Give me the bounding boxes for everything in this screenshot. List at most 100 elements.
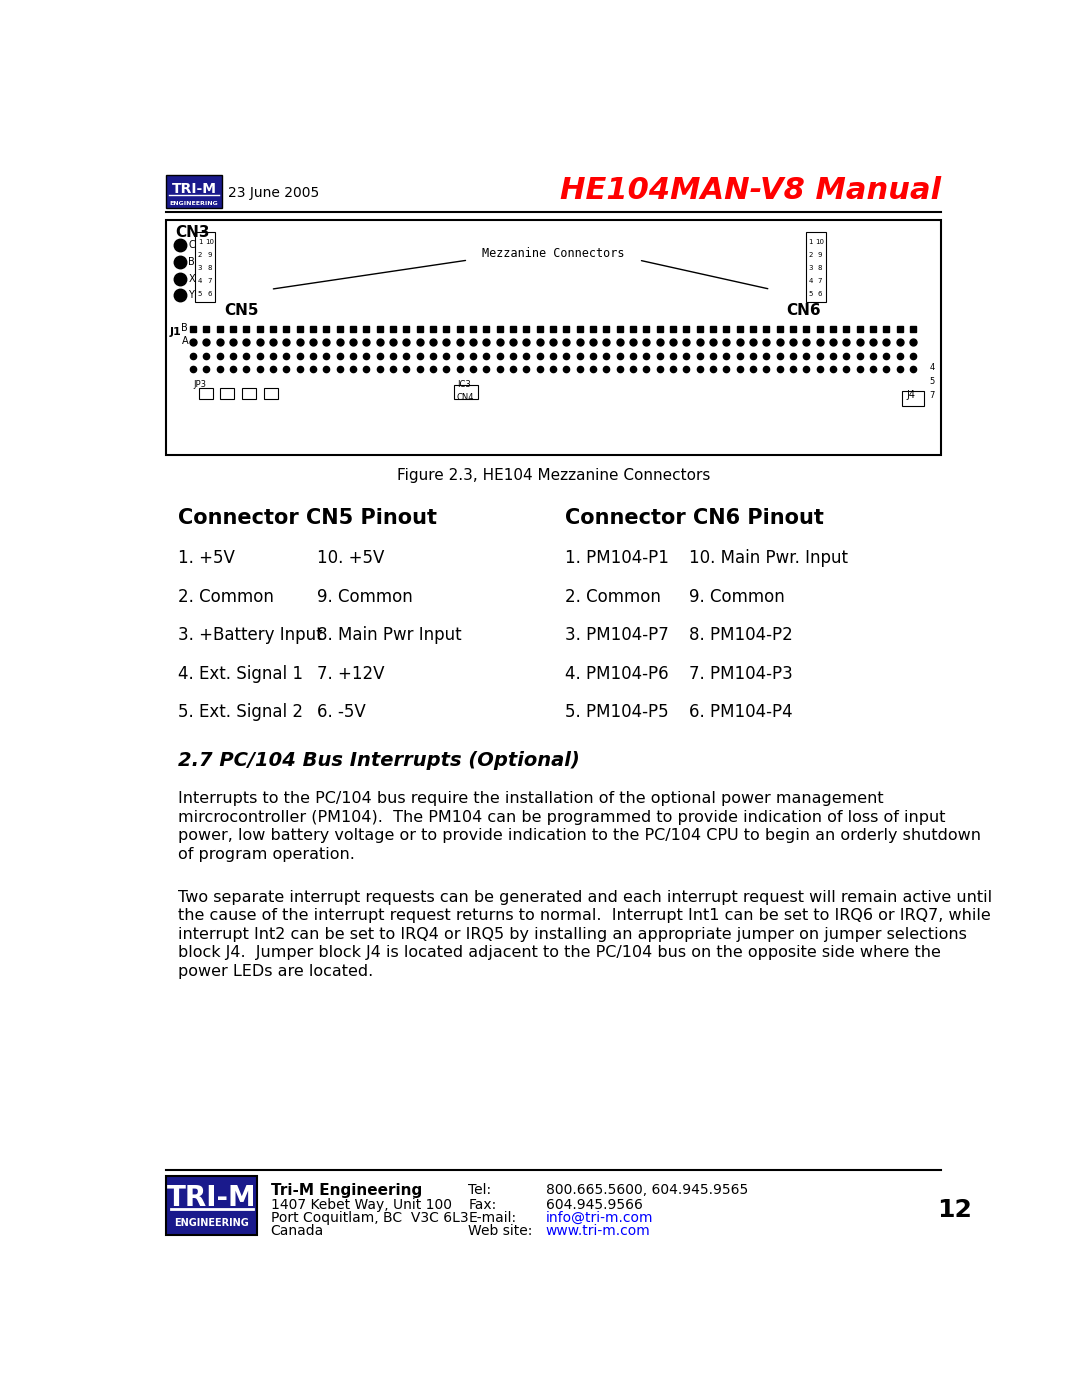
Bar xyxy=(806,232,825,302)
Text: C: C xyxy=(189,240,195,250)
Text: 4: 4 xyxy=(198,278,202,284)
Text: block J4.  Jumper block J4 is located adjacent to the PC/104 bus on the opposite: block J4. Jumper block J4 is located adj… xyxy=(177,946,941,960)
Text: 5: 5 xyxy=(198,291,202,298)
Text: Two separate interrupt requests can be generated and each interrupt request will: Two separate interrupt requests can be g… xyxy=(177,890,991,905)
Text: 2: 2 xyxy=(809,251,813,257)
Text: 604.945.9566: 604.945.9566 xyxy=(545,1197,643,1213)
Text: TRI-M: TRI-M xyxy=(167,1183,257,1213)
Text: CN4: CN4 xyxy=(457,393,474,401)
Text: 1. +5V: 1. +5V xyxy=(177,549,234,567)
Text: HE104MAN-V8 Manual: HE104MAN-V8 Manual xyxy=(559,176,941,205)
Text: Tri-M Engineering: Tri-M Engineering xyxy=(271,1182,422,1197)
Bar xyxy=(166,219,941,455)
Text: 1: 1 xyxy=(809,239,813,244)
Text: Y: Y xyxy=(189,291,194,300)
Text: CN5: CN5 xyxy=(225,303,258,317)
Text: 10: 10 xyxy=(205,239,214,244)
Bar xyxy=(220,388,234,398)
Text: 5. PM104-P5: 5. PM104-P5 xyxy=(565,703,669,721)
Text: 5: 5 xyxy=(930,377,934,386)
Text: Connector CN6 Pinout: Connector CN6 Pinout xyxy=(565,509,824,528)
Text: 2: 2 xyxy=(198,251,202,257)
Bar xyxy=(902,391,924,407)
Text: 10. +5V: 10. +5V xyxy=(318,549,384,567)
Text: 9. Common: 9. Common xyxy=(689,588,785,605)
Text: Fax:: Fax: xyxy=(469,1197,497,1213)
Text: B: B xyxy=(181,323,188,332)
Text: www.tri-m.com: www.tri-m.com xyxy=(545,1224,650,1238)
Text: 2. Common: 2. Common xyxy=(177,588,273,605)
Text: B: B xyxy=(189,257,195,267)
Text: 9: 9 xyxy=(818,251,822,257)
Text: JP3: JP3 xyxy=(193,380,206,390)
Text: info@tri-m.com: info@tri-m.com xyxy=(545,1211,653,1225)
Text: 1. PM104-P1: 1. PM104-P1 xyxy=(565,549,669,567)
Text: 9. Common: 9. Common xyxy=(318,588,413,605)
Text: of program operation.: of program operation. xyxy=(177,847,354,862)
Bar xyxy=(264,388,278,398)
Text: Interrupts to the PC/104 bus require the installation of the optional power mana: Interrupts to the PC/104 bus require the… xyxy=(177,791,883,806)
Text: 800.665.5600, 604.945.9565: 800.665.5600, 604.945.9565 xyxy=(545,1182,748,1196)
Text: 4. Ext. Signal 1: 4. Ext. Signal 1 xyxy=(177,665,302,683)
Text: 6: 6 xyxy=(818,291,822,298)
Bar xyxy=(166,176,221,208)
Text: 2.7 PC/104 Bus Interrupts (Optional): 2.7 PC/104 Bus Interrupts (Optional) xyxy=(177,752,579,770)
Text: 4: 4 xyxy=(809,278,813,284)
Text: E-mail:: E-mail: xyxy=(469,1211,516,1225)
Text: 1: 1 xyxy=(198,239,202,244)
Text: 6. PM104-P4: 6. PM104-P4 xyxy=(689,703,793,721)
Text: ENGINEERING: ENGINEERING xyxy=(174,1218,249,1228)
Text: 7: 7 xyxy=(207,278,212,284)
Text: Connector CN5 Pinout: Connector CN5 Pinout xyxy=(177,509,436,528)
Text: 6. -5V: 6. -5V xyxy=(318,703,366,721)
Text: the cause of the interrupt request returns to normal.  Interrupt Int1 can be set: the cause of the interrupt request retur… xyxy=(177,908,990,923)
Text: 3: 3 xyxy=(198,265,202,271)
Bar xyxy=(455,384,477,398)
Text: 10: 10 xyxy=(815,239,825,244)
Text: CN6: CN6 xyxy=(786,303,821,317)
Text: interrupt Int2 can be set to IRQ4 or IRQ5 by installing an appropriate jumper on: interrupt Int2 can be set to IRQ4 or IRQ… xyxy=(177,926,967,942)
Text: Web site:: Web site: xyxy=(469,1224,532,1238)
Bar xyxy=(195,232,215,302)
Text: 4: 4 xyxy=(930,363,934,373)
Text: 7. PM104-P3: 7. PM104-P3 xyxy=(689,665,793,683)
Text: 12: 12 xyxy=(937,1197,972,1222)
Text: 10. Main Pwr. Input: 10. Main Pwr. Input xyxy=(689,549,848,567)
Text: J4: J4 xyxy=(906,390,915,400)
Text: 8. PM104-P2: 8. PM104-P2 xyxy=(689,626,793,644)
Text: ENGINEERING: ENGINEERING xyxy=(170,201,218,205)
Text: 3. +Battery Input: 3. +Battery Input xyxy=(177,626,322,644)
Text: 3. PM104-P7: 3. PM104-P7 xyxy=(565,626,669,644)
Text: 7: 7 xyxy=(818,278,822,284)
Text: 9: 9 xyxy=(207,251,212,257)
Text: power, low battery voltage or to provide indication to the PC/104 CPU to begin a: power, low battery voltage or to provide… xyxy=(177,828,981,844)
Text: A: A xyxy=(181,335,188,346)
Text: 7. +12V: 7. +12V xyxy=(318,665,384,683)
Text: 7: 7 xyxy=(930,391,935,400)
Text: Mezzanine Connectors: Mezzanine Connectors xyxy=(483,247,624,260)
Bar xyxy=(199,388,213,398)
Text: IC3: IC3 xyxy=(457,380,471,390)
Text: TRI-M: TRI-M xyxy=(172,182,216,196)
Text: Canada: Canada xyxy=(271,1224,324,1238)
Text: power LEDs are located.: power LEDs are located. xyxy=(177,964,373,979)
Text: mircrocontroller (PM104).  The PM104 can be programmed to provide indication of : mircrocontroller (PM104). The PM104 can … xyxy=(177,810,945,824)
Text: 8. Main Pwr Input: 8. Main Pwr Input xyxy=(318,626,462,644)
Text: 8: 8 xyxy=(818,265,822,271)
Text: Tel:: Tel: xyxy=(469,1182,491,1196)
Bar xyxy=(242,388,256,398)
Text: CN3: CN3 xyxy=(175,225,210,240)
Text: X: X xyxy=(189,274,195,284)
Text: 8: 8 xyxy=(207,265,212,271)
Text: 5. Ext. Signal 2: 5. Ext. Signal 2 xyxy=(177,703,302,721)
Text: 2. Common: 2. Common xyxy=(565,588,661,605)
Bar xyxy=(166,1176,257,1235)
Text: Figure 2.3, HE104 Mezzanine Connectors: Figure 2.3, HE104 Mezzanine Connectors xyxy=(396,468,711,483)
Text: 3: 3 xyxy=(809,265,813,271)
Text: J1: J1 xyxy=(170,327,181,337)
Text: 6: 6 xyxy=(207,291,212,298)
Text: 4. PM104-P6: 4. PM104-P6 xyxy=(565,665,669,683)
Text: 23 June 2005: 23 June 2005 xyxy=(228,186,320,200)
Text: 1407 Kebet Way, Unit 100: 1407 Kebet Way, Unit 100 xyxy=(271,1197,451,1213)
Text: 5: 5 xyxy=(809,291,813,298)
